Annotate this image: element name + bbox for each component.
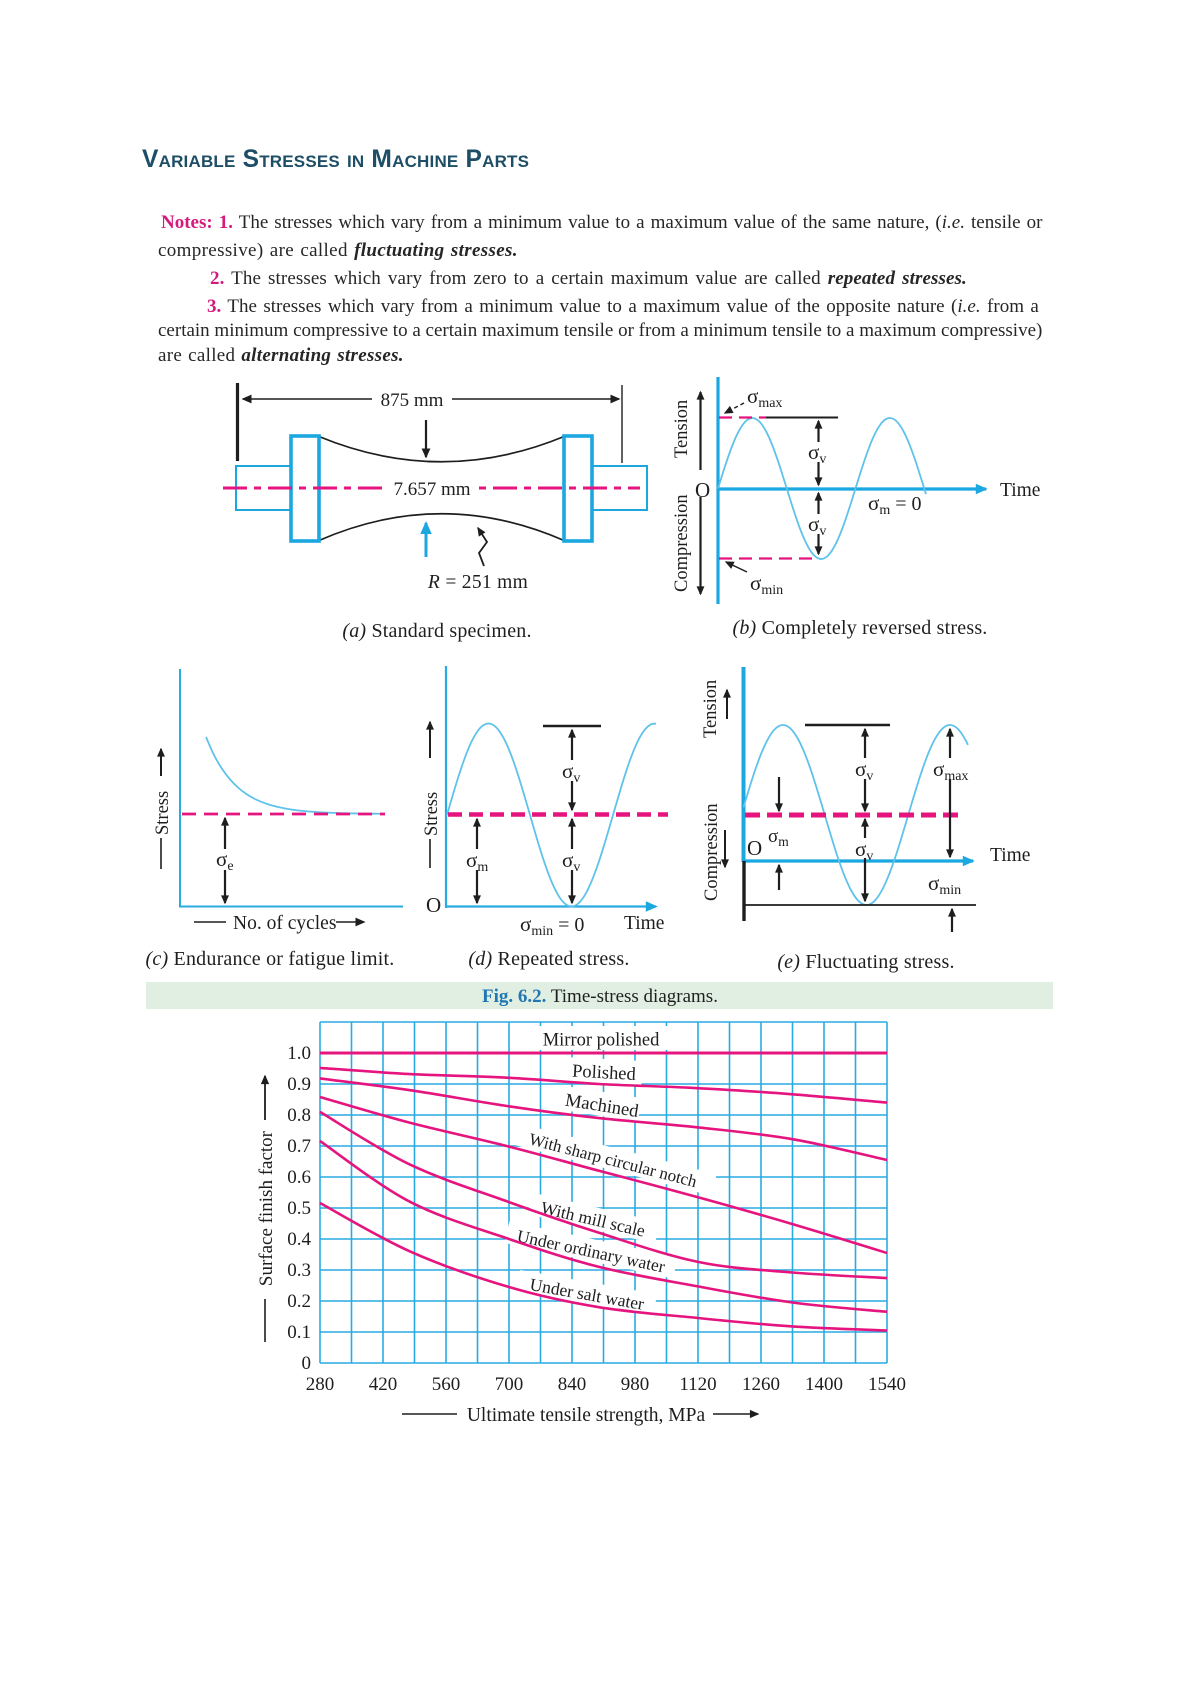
svg-text:(c) Endurance or fatigue limit: (c) Endurance or fatigue limit. (146, 948, 395, 970)
svg-text:0.9: 0.9 (287, 1074, 311, 1095)
svg-text:No. of cycles: No. of cycles (233, 913, 336, 934)
svg-text:σmax: σmax (747, 384, 782, 411)
svg-text:560: 560 (432, 1374, 461, 1395)
svg-text:980: 980 (621, 1374, 650, 1395)
svg-text:Time: Time (990, 845, 1030, 866)
svg-text:Time: Time (1000, 480, 1040, 501)
svg-text:σmin: σmin (750, 571, 783, 598)
svg-text:Tension: Tension (672, 400, 692, 458)
svg-text:σmin = 0: σmin = 0 (520, 912, 584, 939)
svg-text:1260: 1260 (742, 1374, 780, 1395)
svg-text:0: 0 (302, 1353, 312, 1374)
svg-text:875 mm: 875 mm (381, 390, 444, 411)
svg-text:1400: 1400 (805, 1374, 843, 1395)
svg-text:Surface finish factor: Surface finish factor (256, 1130, 277, 1286)
svg-text:σm: σm (768, 826, 789, 849)
svg-text:O: O (747, 836, 762, 860)
svg-text:(a) Standard specimen.: (a) Standard specimen. (342, 620, 531, 642)
svg-text:1540: 1540 (868, 1374, 906, 1395)
svg-text:0.2: 0.2 (287, 1291, 311, 1312)
svg-text:Compression: Compression (672, 494, 692, 592)
svg-text:O: O (695, 478, 710, 502)
svg-text:O: O (426, 893, 441, 917)
svg-text:1120: 1120 (679, 1374, 716, 1395)
svg-text:(b) Completely reversed stress: (b) Completely reversed stress. (732, 617, 987, 639)
svg-text:With sharp circular notch: With sharp circular notch (527, 1129, 699, 1191)
svg-text:σm = 0: σm = 0 (868, 491, 922, 518)
svg-text:Tension: Tension (701, 680, 721, 738)
svg-text:0.8: 0.8 (287, 1105, 311, 1126)
svg-text:0.4: 0.4 (287, 1229, 311, 1250)
svg-text:700: 700 (495, 1374, 524, 1395)
svg-text:σmin: σmin (928, 871, 961, 898)
svg-text:Time: Time (624, 913, 664, 934)
svg-text:R = 251 mm: R = 251 mm (427, 572, 528, 593)
svg-text:0.6: 0.6 (287, 1167, 311, 1188)
svg-text:0.1: 0.1 (287, 1322, 311, 1343)
svg-text:Under salt water: Under salt water (528, 1274, 646, 1314)
svg-text:Compression: Compression (702, 803, 722, 901)
svg-text:420: 420 (369, 1374, 398, 1395)
svg-text:(e) Fluctuating stress.: (e) Fluctuating stress. (777, 951, 954, 973)
svg-text:(d) Repeated stress.: (d) Repeated stress. (468, 948, 629, 970)
svg-text:280: 280 (306, 1374, 335, 1395)
svg-text:840: 840 (558, 1374, 587, 1395)
svg-text:Stress: Stress (153, 791, 173, 835)
svg-text:Stress: Stress (422, 792, 442, 836)
svg-text:0.7: 0.7 (287, 1136, 311, 1157)
svg-text:Polished: Polished (572, 1062, 637, 1085)
svg-text:Ultimate tensile strength, MPa: Ultimate tensile strength, MPa (467, 1405, 706, 1426)
svg-text:0.3: 0.3 (287, 1260, 311, 1281)
svg-text:1.0: 1.0 (287, 1043, 311, 1064)
svg-text:7.657 mm: 7.657 mm (393, 479, 470, 500)
svg-text:Mirror polished: Mirror polished (543, 1030, 660, 1050)
svg-text:0.5: 0.5 (287, 1198, 311, 1219)
